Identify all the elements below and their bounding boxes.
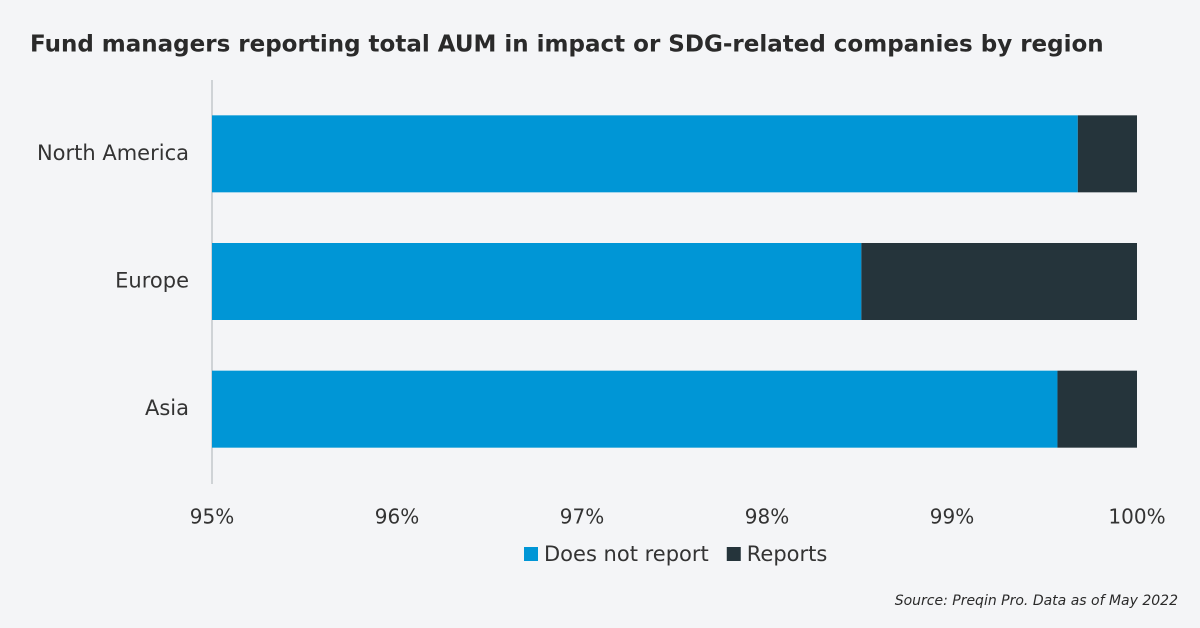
- bar-segment: [212, 243, 862, 320]
- x-tick-label: 96%: [375, 505, 419, 529]
- legend-swatch: [524, 547, 538, 561]
- chart-title: Fund managers reporting total AUM in imp…: [30, 32, 1104, 58]
- x-tick-label: 99%: [930, 505, 974, 529]
- y-tick-label: Asia: [145, 396, 189, 420]
- bar-segment: [1077, 115, 1137, 193]
- x-tick-label: 98%: [745, 505, 789, 529]
- bar-segment: [212, 115, 1078, 193]
- x-tick-label: 100%: [1108, 505, 1165, 529]
- bar-segment: [212, 370, 1058, 448]
- x-tick-label: 95%: [190, 505, 234, 529]
- y-tick-label: Europe: [115, 269, 189, 293]
- y-tick-label: North America: [37, 141, 189, 165]
- bar-segment: [1057, 370, 1137, 448]
- x-tick-label: 97%: [560, 505, 604, 529]
- bar-segment: [861, 243, 1137, 320]
- legend-swatch: [726, 547, 741, 561]
- legend-label: Does not report: [544, 542, 709, 566]
- legend-label: Reports: [747, 542, 828, 566]
- source: Source: Preqin Pro. Data as of May 2022: [895, 593, 1178, 609]
